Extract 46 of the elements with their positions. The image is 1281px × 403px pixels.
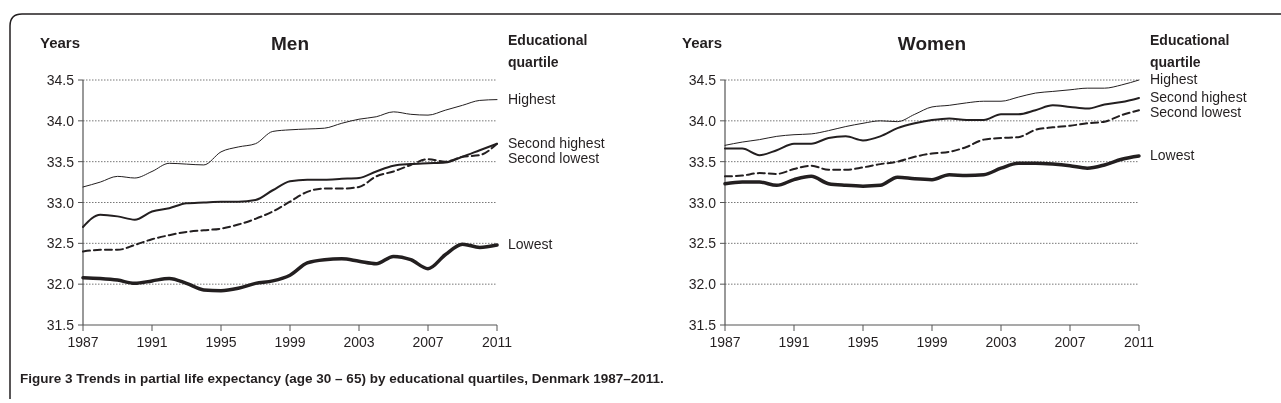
x-tick-label: 1999 [916,334,948,350]
line-series [81,242,499,293]
series-label: Second highest [508,134,605,151]
y-tick-label: 32.0 [688,276,717,293]
x-tick-label: 2007 [1054,334,1086,350]
y-axis-title: Years [40,34,81,51]
caption: Figure 3 Trends in partial life expectancy (age 30 – 65) by educational quartiles, Denmark 1987–2011. [20,371,664,386]
x-tick-label: 1995 [205,334,237,350]
y-tick-label: 33.0 [688,194,717,211]
y-axis-title: Years [682,34,723,51]
y-tick-label: 32.5 [688,235,717,252]
x-tick-label: 1991 [136,334,168,350]
x-tick-label: 2003 [985,334,1017,350]
line-series [724,79,1140,146]
chart-title: Men [271,33,309,54]
series-label: Lowest [508,235,553,252]
x-tick-label: 1991 [778,334,810,350]
series-label: Lowest [1150,146,1195,163]
x-tick-label: 1995 [847,334,879,350]
y-tick-label: 34.0 [46,112,75,129]
y-tick-label: 32.0 [46,276,75,293]
y-tick-label: 33.5 [688,153,717,170]
y-tick-label: 34.0 [688,112,717,129]
line-series [82,99,498,188]
series-label: Second highest [1150,88,1247,105]
x-tick-label: 2011 [481,334,513,350]
legend-title: Educational quartile [508,32,588,70]
y-tick-label: 32.5 [46,235,75,252]
chart-title: Women [897,33,967,54]
x-tick-label: 1999 [274,334,306,350]
x-tick-label: 2007 [412,334,444,350]
y-tick-label: 31.5 [688,317,717,333]
series-label: Highest [508,90,556,107]
y-tick-label: 31.5 [46,317,75,333]
line-series [724,109,1140,178]
line-series [723,154,1141,188]
x-tick-label: 1987 [709,334,741,350]
y-tick-label: 33.0 [46,194,75,211]
y-tick-label: 34.5 [46,72,75,88]
y-tick-label: 34.5 [688,72,717,88]
x-tick-label: 1987 [67,334,99,350]
legend-title: Educational quartile [1150,32,1230,70]
x-tick-label: 2003 [343,334,375,350]
series-label: Highest [1150,71,1198,87]
y-tick-label: 33.5 [46,153,75,170]
x-tick-label: 2011 [1123,334,1155,350]
